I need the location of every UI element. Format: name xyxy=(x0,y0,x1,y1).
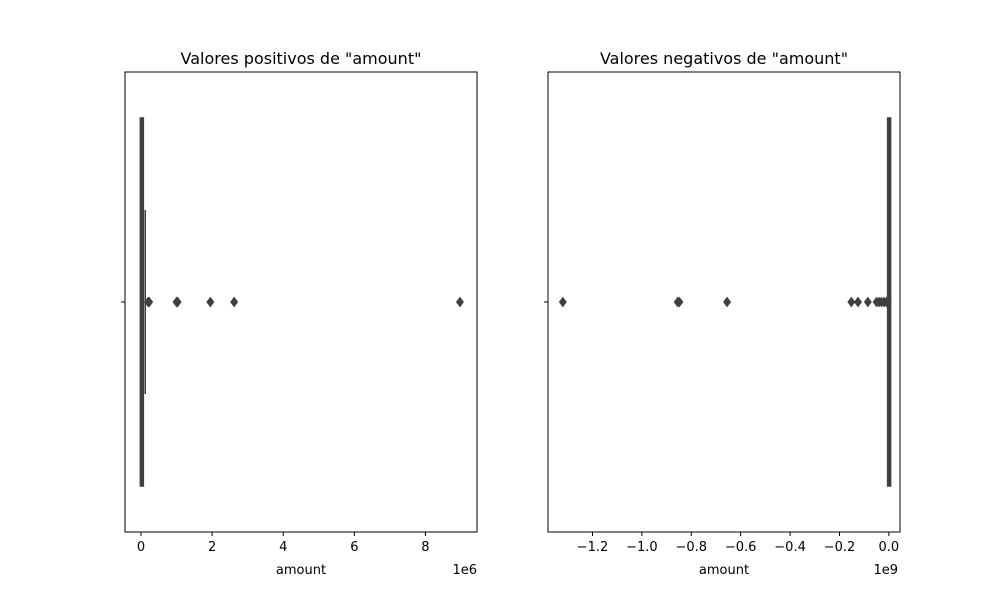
x-tick-label: −0.2 xyxy=(824,540,856,555)
outlier-point xyxy=(863,296,872,308)
outlier-point xyxy=(145,296,154,308)
outlier-point xyxy=(675,296,684,308)
boxplot-positive: Valores positivos de "amount" 0 2 4 6 8 amou… xyxy=(121,49,478,578)
x-offset-label: 1e6 xyxy=(452,563,477,578)
boxplot-negative: Valores negativos de "amount" −1.2 −1.0 −0… xyxy=(544,49,901,578)
x-tick-label: 2 xyxy=(208,540,216,555)
x-tick-label: 6 xyxy=(350,540,358,555)
x-tick-label: 4 xyxy=(279,540,287,555)
outlier-point xyxy=(854,296,863,308)
box-marks xyxy=(558,117,892,487)
x-ticks: 0 2 4 6 8 xyxy=(137,532,430,555)
x-tick-label: 8 xyxy=(421,540,429,555)
chart-title: Valores positivos de "amount" xyxy=(181,49,422,68)
x-tick-label: −0.4 xyxy=(774,540,806,555)
x-tick-label: 0.0 xyxy=(879,540,900,555)
box-marks xyxy=(139,117,464,487)
chart-title: Valores negativos de "amount" xyxy=(600,49,848,68)
outlier-point xyxy=(558,296,567,308)
outlier-point xyxy=(173,296,182,308)
x-tick-label: −1.0 xyxy=(626,540,658,555)
x-tick-label: −1.2 xyxy=(577,540,609,555)
outlier-point xyxy=(847,296,856,308)
x-tick-label: −0.8 xyxy=(675,540,707,555)
x-axis-label: amount xyxy=(699,563,749,578)
outlier-point xyxy=(206,296,215,308)
x-tick-label: −0.6 xyxy=(725,540,757,555)
outlier-point xyxy=(230,296,239,308)
x-tick-label: 0 xyxy=(137,540,145,555)
x-offset-label: 1e9 xyxy=(873,563,898,578)
x-ticks: −1.2 −1.0 −0.8 −0.6 −0.4 −0.2 0.0 xyxy=(577,532,900,555)
x-axis-label: amount xyxy=(276,563,326,578)
outlier-point xyxy=(723,296,732,308)
outlier-point xyxy=(455,296,464,308)
outlier-point xyxy=(883,296,892,308)
